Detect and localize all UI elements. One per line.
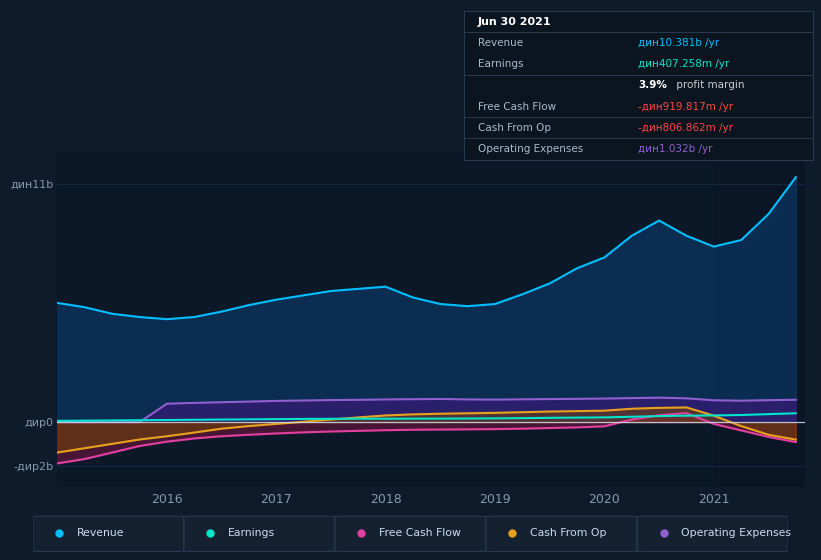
Text: Cash From Op: Cash From Op (478, 123, 551, 133)
Text: Revenue: Revenue (478, 38, 523, 48)
FancyBboxPatch shape (33, 516, 184, 552)
Text: Free Cash Flow: Free Cash Flow (478, 101, 556, 111)
Text: Earnings: Earnings (478, 59, 523, 69)
Text: дин10.381b /yr: дин10.381b /yr (639, 38, 719, 48)
Text: дин1.032b /yr: дин1.032b /yr (639, 144, 713, 154)
Bar (713, 151, 805, 487)
FancyBboxPatch shape (637, 516, 788, 552)
Text: Operating Expenses: Operating Expenses (681, 529, 791, 538)
Text: Operating Expenses: Operating Expenses (478, 144, 583, 154)
Text: Earnings: Earnings (227, 529, 275, 538)
Text: -дин806.862m /yr: -дин806.862m /yr (639, 123, 733, 133)
Text: Free Cash Flow: Free Cash Flow (378, 529, 461, 538)
Text: 3.9%: 3.9% (639, 81, 667, 90)
FancyBboxPatch shape (486, 516, 637, 552)
Text: -дин919.817m /yr: -дин919.817m /yr (639, 101, 733, 111)
Text: дин407.258m /yr: дин407.258m /yr (639, 59, 730, 69)
FancyBboxPatch shape (335, 516, 486, 552)
FancyBboxPatch shape (184, 516, 335, 552)
Text: Revenue: Revenue (76, 529, 124, 538)
Text: Jun 30 2021: Jun 30 2021 (478, 17, 552, 27)
Text: profit margin: profit margin (673, 81, 745, 90)
Text: Cash From Op: Cash From Op (530, 529, 607, 538)
